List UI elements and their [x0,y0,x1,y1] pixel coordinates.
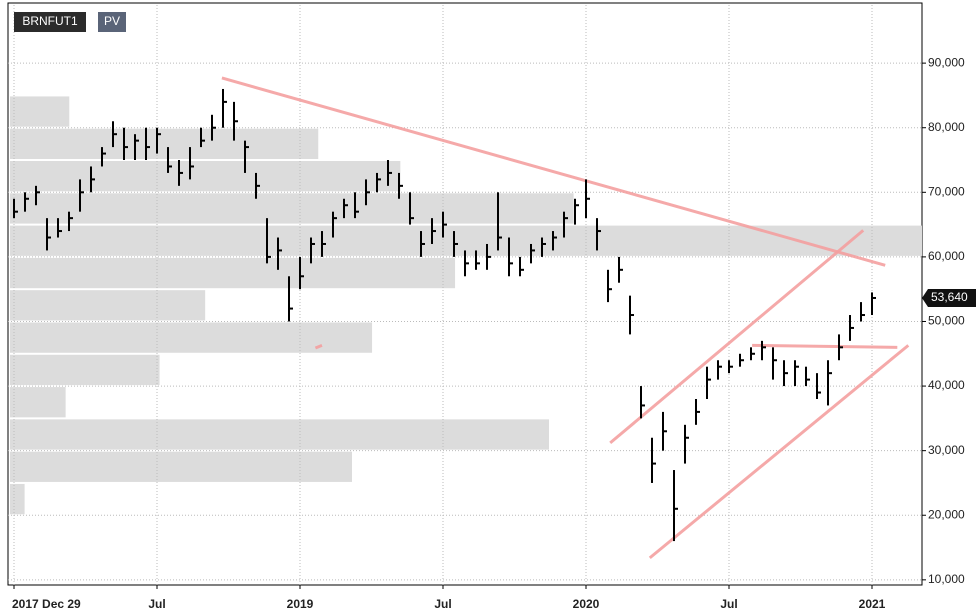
x-tick-label: Jul [434,597,451,611]
y-tick-label: 10,000 [928,572,965,586]
y-tick-label: 30,000 [928,443,965,457]
volume-profile-bar [10,387,66,418]
volume-profile-bar [10,161,401,192]
x-tick-label: 2019 [287,597,314,611]
y-tick-label: 50,000 [928,314,965,328]
volume-profile-bar [10,193,574,224]
x-tick-label: 2021 [859,597,886,611]
volume-profile-bar [10,483,25,515]
volume-profile-bar [10,257,456,289]
indicator: PV [104,14,120,28]
y-tick-label: 20,000 [928,507,965,521]
y-tick-label: 70,000 [928,184,965,198]
symbol: BRNFUT1 [22,14,78,28]
volume-profile-bar [10,354,160,386]
x-tick-label: 2017 Dec 29 [12,597,81,611]
x-tick-label: Jul [720,597,737,611]
y-tick-label: 80,000 [928,120,965,134]
indicator-badge [98,12,126,32]
trend-line [314,343,323,350]
volume-profile-bar [10,451,352,482]
volume-profile-bar [10,128,319,160]
last-price-label: 53,640 [931,290,968,304]
y-tick-label: 40,000 [928,378,965,392]
x-tick-label: Jul [148,597,165,611]
symbol-badge [14,12,86,32]
volume-profile-bar [10,322,373,353]
trend-line [648,344,910,560]
y-tick-label: 90,000 [928,55,965,69]
volume-profile-bar [10,419,549,450]
volume-profile-bar [10,290,206,321]
volume-profile-bar [10,96,70,127]
x-tick-label: 2020 [573,597,600,611]
last-price-tag [922,288,976,307]
trend-line [221,76,886,267]
trend-line [752,343,898,349]
y-tick-label: 60,000 [928,249,965,263]
trend-line [609,229,865,445]
